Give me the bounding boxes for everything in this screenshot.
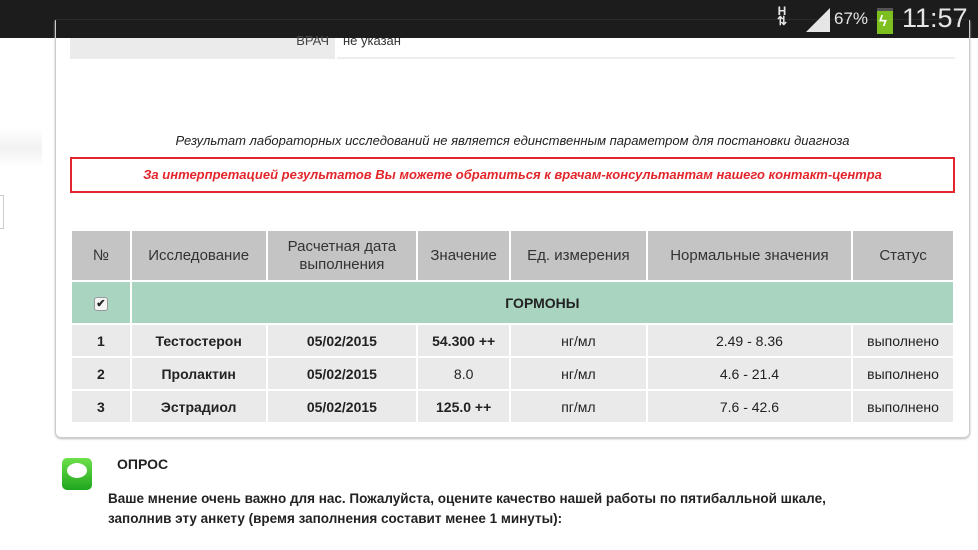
col-range: Нормальные значения — [645, 229, 854, 282]
col-status: Статус — [851, 229, 955, 282]
battery-charging-icon: ϟ — [877, 8, 893, 34]
doctor-value: не указан — [337, 34, 955, 59]
cell-range: 4.6 - 21.4 — [645, 356, 854, 391]
cell-test: Пролактин — [129, 356, 268, 391]
network-type: H — [777, 4, 787, 18]
col-value: Значение — [416, 229, 512, 282]
cell-test: Эстрадиол — [129, 389, 268, 424]
cell-date: 05/02/2015 — [265, 323, 419, 358]
col-number: № — [70, 229, 132, 282]
cell-test: Тестостерон — [129, 323, 268, 358]
cell-number: 2 — [70, 356, 132, 391]
group-name: ГОРМОНЫ — [129, 280, 956, 325]
col-date: Расчетная дата выполнения — [265, 229, 419, 282]
status-bar: H ⇅ 67% ϟ 11:57 — [0, 0, 978, 38]
col-test: Исследование — [129, 229, 268, 282]
results-table: № Исследование Расчетная дата выполнения… — [70, 229, 956, 424]
alert-box: За интерпретацией результатов Вы можете … — [70, 157, 955, 193]
cell-unit: нг/мл — [509, 323, 648, 358]
cell-value: 54.300 ++ — [416, 323, 512, 358]
table-row: 1 Тестостерон 05/02/2015 54.300 ++ нг/мл… — [70, 323, 955, 358]
cell-value: 8.0 — [416, 356, 512, 391]
col-unit: Ед. измерения — [509, 229, 648, 282]
network-type-icon: H ⇅ — [776, 4, 788, 28]
cell-range: 2.49 - 8.36 — [645, 323, 854, 358]
poll-text: Ваше мнение очень важно для нас. Пожалуй… — [108, 491, 826, 526]
cell-number: 1 — [70, 323, 132, 358]
cell-range: 7.6 - 42.6 — [645, 389, 854, 424]
group-checkbox[interactable]: ✔ — [93, 297, 108, 311]
table-header: № Исследование Расчетная дата выполнения… — [70, 229, 955, 282]
battery-percent: 67% — [834, 9, 869, 28]
cell-status: выполнено — [851, 356, 955, 391]
cell-unit: нг/мл — [509, 356, 648, 391]
cell-status: выполнено — [851, 389, 955, 424]
table-row: 2 Пролактин 05/02/2015 8.0 нг/мл 4.6 - 2… — [70, 356, 955, 391]
cell-status: выполнено — [851, 323, 955, 358]
cell-date: 05/02/2015 — [265, 389, 419, 424]
results-card — [55, 20, 970, 438]
chat-bubble-icon — [62, 458, 92, 490]
table-row: 3 Эстрадиол 05/02/2015 125.0 ++ пг/мл 7.… — [70, 389, 955, 424]
side-panel-edge — [0, 128, 42, 168]
disclaimer: Результат лабораторных исследований не я… — [175, 133, 850, 148]
cell-unit: пг/мл — [509, 389, 648, 424]
poll-title: ОПРОС — [117, 456, 169, 472]
cell-value: 125.0 ++ — [416, 389, 512, 424]
doctor-label: ВРАЧ — [70, 34, 335, 59]
cell-date: 05/02/2015 — [265, 356, 419, 391]
clock: 11:57 — [902, 3, 968, 33]
cell-number: 3 — [70, 389, 132, 424]
signal-icon — [806, 8, 830, 32]
side-tab[interactable] — [0, 195, 4, 229]
group-row: ✔ ГОРМОНЫ — [70, 280, 956, 325]
